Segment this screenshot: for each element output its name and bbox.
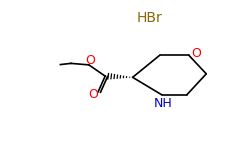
Text: NH: NH: [154, 96, 172, 110]
Text: O: O: [192, 47, 201, 60]
Text: O: O: [85, 54, 95, 67]
Text: O: O: [88, 88, 98, 101]
Text: HBr: HBr: [137, 11, 163, 25]
